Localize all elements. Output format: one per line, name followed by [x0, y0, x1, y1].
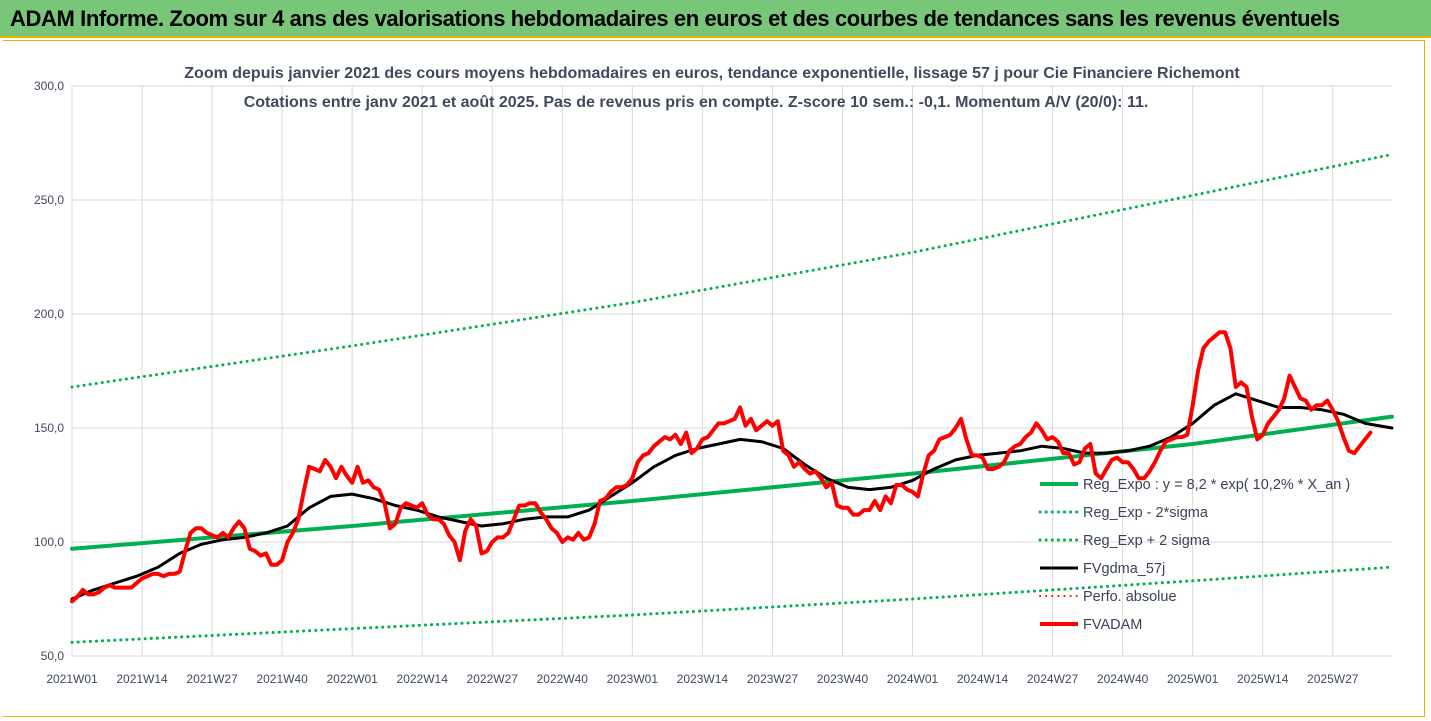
x-tick-label: 2025W27 [1307, 672, 1359, 686]
series-line-high [70, 152, 1394, 389]
report-title: ADAM Informe. Zoom sur 4 ans des valoris… [10, 6, 1340, 31]
series-lines [70, 152, 1394, 644]
x-tick-label: 2025W01 [1167, 672, 1219, 686]
x-tick-label: 2024W40 [1097, 672, 1149, 686]
x-tick-label: 2022W14 [397, 672, 449, 686]
x-tick-label: 2021W40 [256, 672, 308, 686]
x-tick-label: 2024W01 [887, 672, 939, 686]
y-tick-label: 250,0 [34, 193, 64, 207]
series-line-low [70, 565, 1394, 644]
x-tick-label: 2023W27 [747, 672, 799, 686]
legend-label: FVgdma_57j [1083, 561, 1165, 577]
x-tick-label: 2023W14 [677, 672, 729, 686]
series-line-price [70, 330, 1373, 604]
x-axis-ticks: 2021W01 2021W14 2021W27 2021W40 2022W01 2022W… [46, 672, 1358, 686]
y-tick-label: 300,0 [34, 79, 64, 93]
x-tick-label: 2022W27 [467, 672, 519, 686]
x-tick-label: 2024W14 [957, 672, 1009, 686]
series-line-ma [70, 392, 1394, 601]
legend-label: Reg_Exp + 2 sigma [1083, 533, 1211, 549]
chart-frame [3, 40, 1425, 717]
x-tick-label: 2021W27 [186, 672, 238, 686]
chart-title: Zoom depuis janvier 2021 des cours moyen… [184, 65, 1240, 82]
x-tick-label: 2023W40 [817, 672, 869, 686]
y-tick-label: 50,0 [41, 649, 65, 663]
x-tick-label: 2024W27 [1027, 672, 1079, 686]
x-tick-label: 2023W01 [607, 672, 659, 686]
x-tick-label: 2021W14 [116, 672, 168, 686]
y-axis-ticks: 300,0 250,0 200,0 150,0 100,0 50,0 [34, 79, 64, 663]
y-tick-label: 100,0 [34, 535, 64, 549]
x-tick-label: 2022W40 [537, 672, 589, 686]
grid-lines [71, 85, 1392, 657]
x-tick-label: 2022W01 [326, 672, 378, 686]
report-banner: ADAM Informe. Zoom sur 4 ans des valoris… [0, 0, 1431, 38]
legend-label: Reg_Expo : y = 8,2 * exp( 10,2% * X_an ) [1083, 477, 1350, 493]
x-tick-label: 2025W14 [1237, 672, 1289, 686]
x-tick-label: 2021W01 [46, 672, 98, 686]
chart-subtitle: Cotations entre janv 2021 et août 2025. … [244, 94, 1149, 111]
y-tick-label: 200,0 [34, 307, 64, 321]
legend-label: Reg_Exp - 2*sigma [1083, 505, 1209, 521]
y-tick-label: 150,0 [34, 421, 64, 435]
legend-label: Perfo. absolue [1083, 589, 1177, 605]
series-line-reg [70, 414, 1394, 551]
legend-label: FVADAM [1083, 617, 1142, 633]
legend: Reg_Expo : y = 8,2 * exp( 10,2% * X_an )… [1038, 477, 1350, 633]
